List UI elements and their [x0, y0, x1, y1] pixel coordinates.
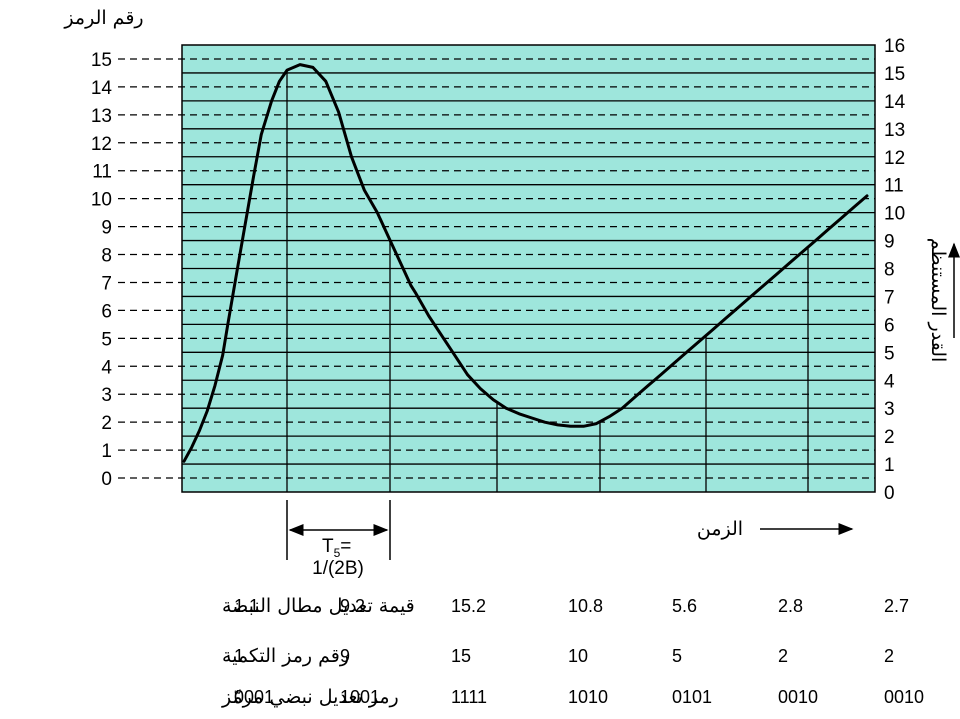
table-cell: 1.1	[234, 596, 259, 616]
interval-label-equals: =	[340, 536, 351, 557]
table-cell: 0001	[234, 687, 274, 707]
table-row-label: رقم رمز التكمية	[222, 645, 349, 667]
interval-label-top: T5=	[322, 536, 351, 560]
left-axis-title: رقم الرمز	[63, 7, 143, 29]
time-axis-label-group: الزمن	[697, 518, 854, 540]
left-tick-label: 7	[101, 273, 112, 294]
left-tick-label: 9	[101, 218, 112, 239]
right-tick-label: 5	[884, 343, 895, 364]
table-cell: 1	[234, 646, 244, 666]
table-cell: 2	[884, 646, 894, 666]
right-tick-label: 15	[884, 64, 905, 85]
interval-label-formula: 1/(2B)	[312, 558, 364, 579]
right-tick-label: 1	[884, 455, 895, 476]
time-axis-label: الزمن	[697, 518, 743, 540]
right-axis-title-group: القدر المستنظم	[927, 238, 960, 363]
left-tick-label: 14	[91, 78, 113, 99]
table-cell: 2.8	[778, 596, 803, 616]
left-tick-label: 8	[101, 246, 112, 267]
left-tick-label: 13	[91, 106, 112, 127]
table-cell: 15.2	[451, 596, 486, 616]
table-cell: 5.6	[672, 596, 697, 616]
right-tick-label: 10	[884, 204, 905, 225]
left-tick-label: 12	[91, 134, 112, 155]
left-tick-label: 1	[101, 441, 112, 462]
table-cell: 9.2	[340, 596, 365, 616]
right-tick-label: 8	[884, 260, 895, 281]
left-tick-label: 4	[101, 357, 112, 378]
right-tick-label: 13	[884, 120, 905, 141]
left-tick-label: 10	[91, 190, 112, 211]
quantization-level-gridlines	[182, 72, 875, 465]
analog-signal-curve	[182, 63, 869, 463]
table-row-label: رمز تعديل نبضي مرمّز	[221, 686, 399, 708]
left-tick-label: 15	[91, 50, 112, 71]
interval-label-subscript: 5	[334, 546, 341, 560]
interval-marker: T5= 1/(2B)	[286, 500, 391, 579]
table-cell: 0010	[884, 687, 924, 707]
right-tick-label: 4	[884, 371, 895, 392]
right-tick-label: 7	[884, 287, 895, 308]
table-cell: 0010	[778, 687, 818, 707]
interval-label-t: T	[322, 536, 334, 557]
right-tick-label: 2	[884, 427, 895, 448]
right-tick-label: 9	[884, 232, 895, 253]
left-tick-label: 2	[101, 413, 112, 434]
sampling-instant-lines	[286, 70, 809, 492]
table-cell: 15	[451, 646, 471, 666]
table-cell: 2	[778, 646, 788, 666]
right-tick-label: 6	[884, 315, 895, 336]
table-cell: 0101	[672, 687, 712, 707]
right-tick-label: 12	[884, 148, 905, 169]
right-tick-label: 16	[884, 36, 905, 57]
table-cell: 5	[672, 646, 682, 666]
table-cell: 2.7	[884, 596, 909, 616]
right-tick-label: 3	[884, 399, 895, 420]
table-cell: 1001	[340, 687, 380, 707]
right-tick-label: 11	[884, 176, 904, 197]
right-tick-label: 0	[884, 483, 895, 504]
table-row-label: قيمة تعديل مطال النبضة	[222, 595, 415, 617]
table-cell: 10.8	[568, 596, 603, 616]
left-tick-label: 5	[101, 329, 112, 350]
table-cell: 10	[568, 646, 588, 666]
left-tick-label: 11	[92, 162, 112, 183]
left-tick-label: 0	[101, 469, 112, 490]
left-tick-label: 6	[101, 301, 112, 322]
right-tick-label: 14	[884, 92, 906, 113]
table-cell: 1111	[451, 687, 487, 707]
right-axis-title: القدر المستنظم	[927, 238, 949, 363]
table-cell: 1010	[568, 687, 608, 707]
table-cell: 9	[340, 646, 350, 666]
left-tick-label: 3	[101, 385, 112, 406]
